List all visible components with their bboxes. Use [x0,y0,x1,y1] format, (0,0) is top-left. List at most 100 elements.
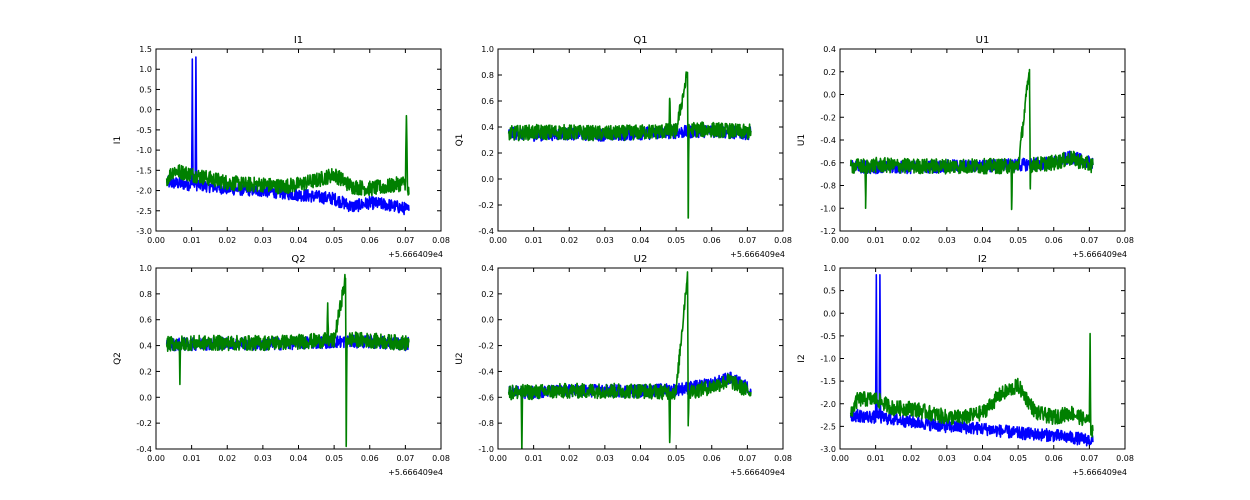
x-offset-label: +5.666409e4 [388,468,443,477]
x-tick-label: 0.07 [1080,236,1098,245]
y-tick-label: -0.2 [820,113,836,122]
y-tick-label: 0.5 [823,287,836,296]
y-axis-label: U2 [455,352,465,364]
y-tick-label: -0.2 [478,342,494,351]
x-tick-label: 0.07 [1080,454,1098,463]
y-tick-label: -1.0 [820,204,836,213]
y-tick-label: 0.4 [481,123,494,132]
y-tick-label: -0.8 [478,419,494,428]
x-tick-label: 0.05 [1009,454,1027,463]
y-axis-label: Q1 [455,134,465,147]
x-tick-label: 0.02 [560,454,578,463]
series-line-2 [165,273,410,448]
x-tick-label: 0.00 [147,454,165,463]
x-tick-label: 0.01 [867,236,885,245]
y-tick-label: 0.5 [139,85,152,94]
x-tick-label: 0.01 [525,454,543,463]
y-tick-label: -2.0 [820,400,836,409]
y-tick-label: -0.4 [478,227,494,236]
x-tick-label: 0.02 [218,236,236,245]
y-tick-label: 0.0 [139,393,152,402]
y-tick-label: -0.4 [820,136,836,145]
y-tick-label: 1.0 [823,264,836,273]
chart-title: U2 [634,254,648,265]
y-tick-label: 0.4 [823,45,836,54]
x-tick-label: 0.05 [325,454,343,463]
x-tick-label: 0.06 [1045,454,1063,463]
x-tick-label: 0.08 [432,236,450,245]
y-tick-label: -1.2 [820,227,836,236]
x-tick-label: 0.01 [183,236,201,245]
x-tick-label: 0.05 [1009,236,1027,245]
x-tick-label: 0.03 [254,454,272,463]
x-tick-label: 0.05 [667,454,685,463]
chart-panel-Q2: 0.00 0.01 0.02 0.03 0.04 0.05 0.06 0.07 0.08 1.0 0… [113,254,450,477]
y-tick-label: 0.0 [823,309,836,318]
y-axis-label: U1 [797,134,807,146]
y-tick-label: 0.4 [139,342,152,351]
x-tick-label: 0.01 [867,454,885,463]
x-tick-label: 0.08 [1116,454,1134,463]
series-line-1 [165,56,410,216]
x-tick-label: 0.06 [361,236,379,245]
y-tick-label: -1.0 [478,445,494,454]
y-tick-label: -0.2 [136,419,152,428]
x-tick-label: 0.06 [361,454,379,463]
y-tick-label: -2.0 [136,187,152,196]
chart-panel-U2: 0.00 0.01 0.02 0.03 0.04 0.05 0.06 0.07 0.08 0.4 0… [455,254,792,477]
series-group [507,71,752,219]
y-tick-label: 0.0 [823,91,836,100]
x-tick-label: 0.06 [703,454,721,463]
x-tick-label: 0.04 [290,454,308,463]
x-tick-label: 0.04 [632,236,650,245]
x-tick-label: 0.05 [325,236,343,245]
x-tick-label: 0.08 [1116,236,1134,245]
y-tick-label: -1.5 [136,166,152,175]
x-tick-label: 0.03 [596,454,614,463]
x-tick-label: 0.03 [596,236,614,245]
y-tick-label: 0.6 [481,97,494,106]
y-tick-label: 0.2 [823,68,836,77]
series-group [849,68,1094,211]
y-tick-label: -3.0 [820,445,836,454]
x-offset-label: +5.666409e4 [1072,468,1127,477]
y-tick-label: -0.4 [136,445,152,454]
chart-panel-Q1: 0.00 0.01 0.02 0.03 0.04 0.05 0.06 0.07 0.08 1.0 0… [455,35,792,259]
x-offset-label: +5.666409e4 [730,250,785,259]
x-tick-label: 0.01 [525,236,543,245]
x-offset-label: +5.666409e4 [1072,250,1127,259]
y-tick-label: 0.4 [481,264,494,273]
y-tick-label: 0.0 [481,175,494,184]
y-tick-label: -0.8 [820,182,836,191]
series-line-2 [849,68,1094,211]
y-tick-label: -1.0 [820,355,836,364]
x-offset-label: +5.666409e4 [388,250,443,259]
x-tick-label: 0.07 [396,454,414,463]
series-line-2 [507,71,752,219]
x-tick-label: 0.00 [147,236,165,245]
y-tick-label: -2.5 [820,422,836,431]
y-tick-label: 0.2 [139,367,152,376]
y-tick-label: 0.0 [139,106,152,115]
y-tick-label: 1.0 [139,65,152,74]
y-tick-label: -1.5 [820,377,836,386]
series-line-2 [507,271,752,449]
x-tick-label: 0.01 [183,454,201,463]
x-offset-label: +5.666409e4 [730,468,785,477]
y-tick-label: 0.0 [481,316,494,325]
x-tick-label: 0.04 [974,454,992,463]
x-tick-label: 0.08 [432,454,450,463]
x-tick-label: 0.04 [632,454,650,463]
series-group [165,56,410,216]
x-tick-label: 0.03 [938,454,956,463]
chart-title: I1 [294,35,303,46]
y-tick-label: -2.5 [136,207,152,216]
x-tick-label: 0.00 [831,236,849,245]
chart-panel-I2: 0.00 0.01 0.02 0.03 0.04 0.05 0.06 0.07 0.08 1.0 0… [797,254,1134,477]
y-tick-label: -0.5 [820,332,836,341]
y-axis-label: Q2 [113,352,123,365]
x-tick-label: 0.02 [218,454,236,463]
x-tick-label: 0.05 [667,236,685,245]
x-tick-label: 0.04 [974,236,992,245]
